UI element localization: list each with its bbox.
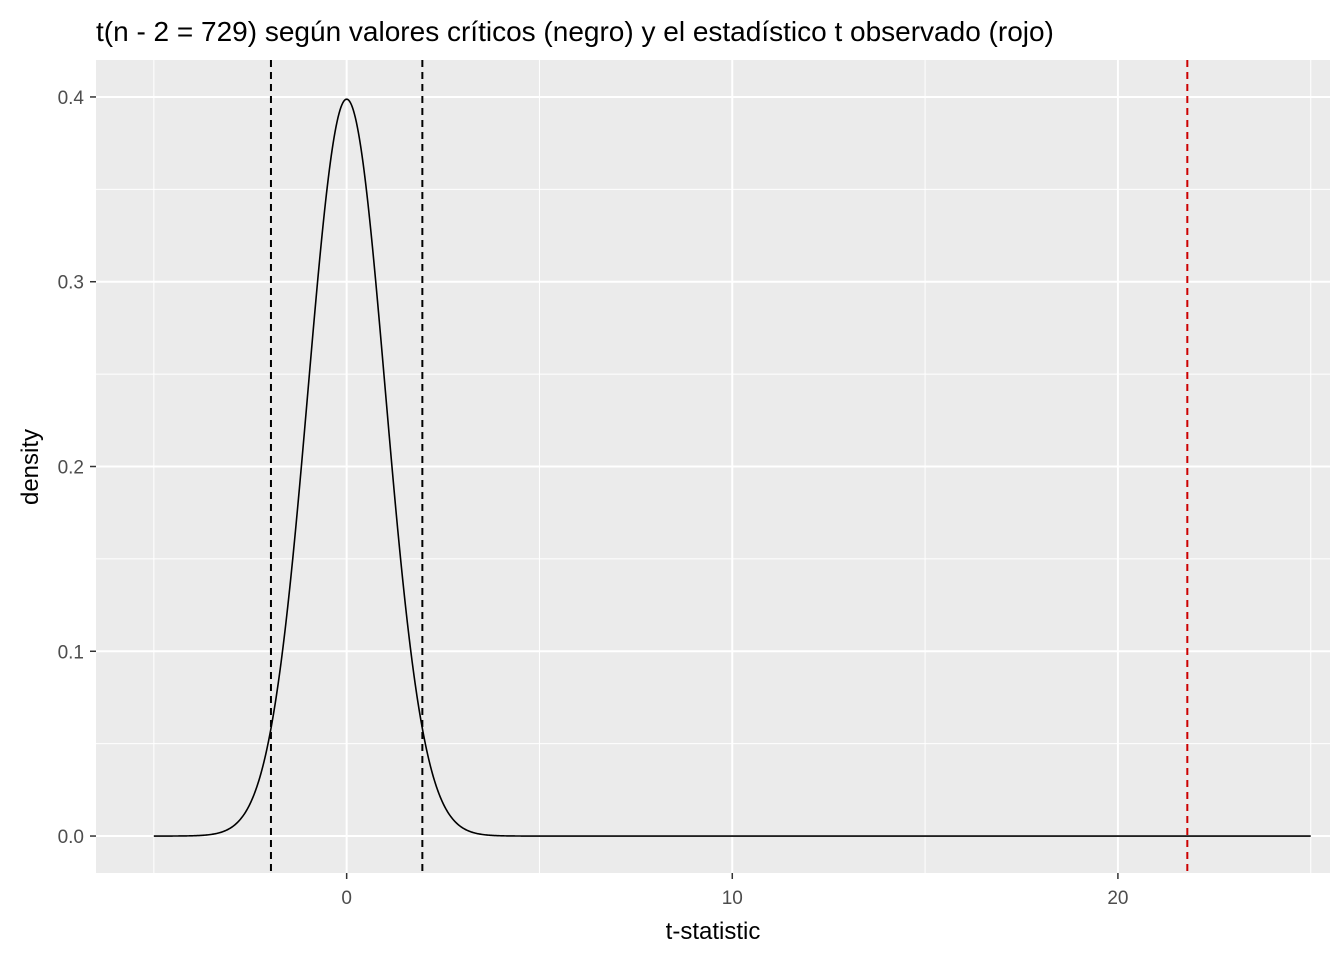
y-tick-label: 0.1 [58, 642, 84, 663]
y-axis-title: density [17, 429, 44, 505]
x-tick-label: 20 [1107, 888, 1128, 909]
y-tick-label: 0.0 [58, 827, 84, 848]
y-tick-label: 0.2 [58, 458, 84, 479]
y-axis-ticks: 0.0 0.1 0.2 0.3 0.4 [58, 88, 96, 848]
series-layer [153, 98, 1311, 837]
y-tick-label: 0.4 [58, 88, 85, 109]
x-axis-title: t-statistic [666, 918, 761, 945]
x-tick-label: 0 [341, 888, 352, 909]
chart-title: t(n - 2 = 729) según valores críticos (n… [96, 16, 1054, 47]
x-axis-ticks: 0 10 20 [341, 873, 1128, 909]
vline-layer [269, 60, 1189, 873]
y-tick-label: 0.3 [58, 273, 84, 294]
x-tick-label: 10 [722, 888, 743, 909]
density-curve [153, 98, 1311, 837]
